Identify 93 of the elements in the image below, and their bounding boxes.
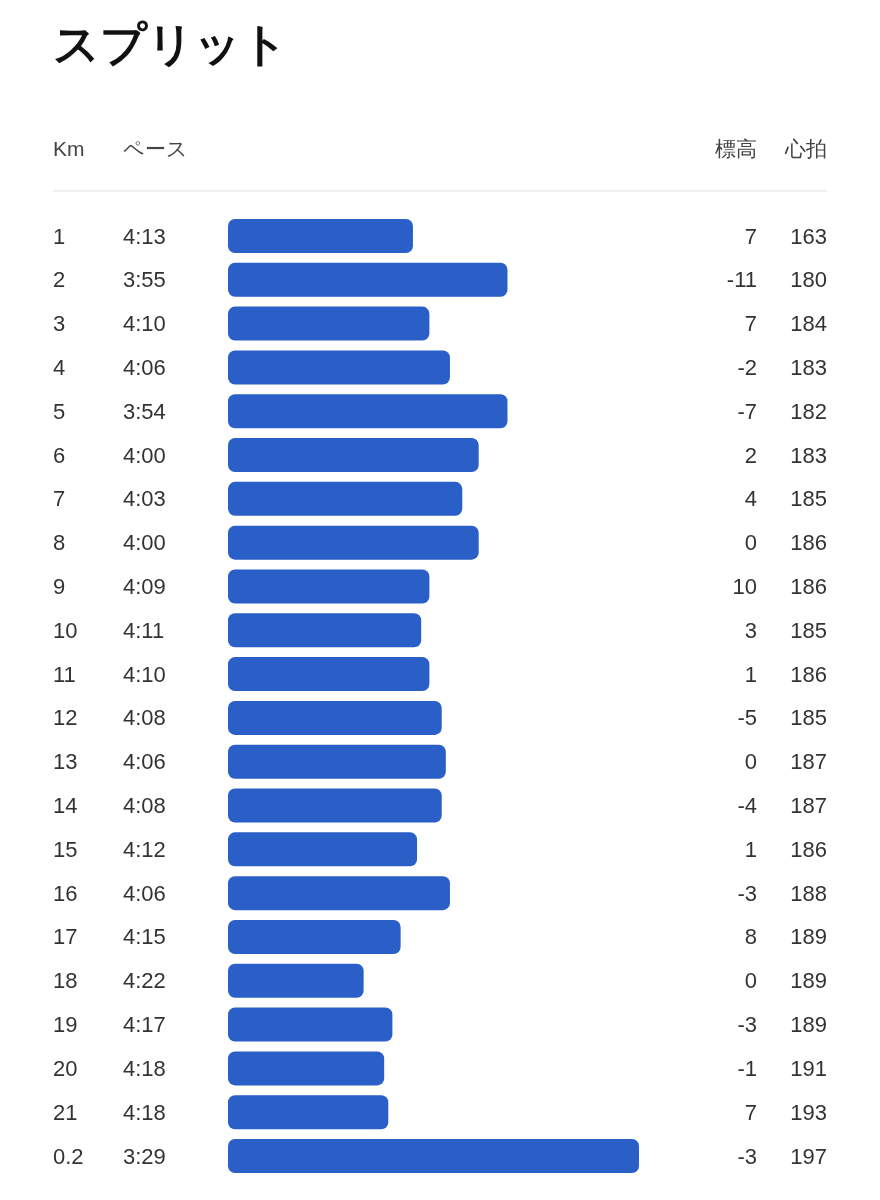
category: 14: [53, 793, 78, 818]
data-label: 189: [790, 968, 827, 994]
annotation: 4:00: [123, 530, 166, 556]
annotation: 4:18: [123, 1099, 166, 1125]
data-label: -7: [737, 398, 757, 424]
data-label: -3: [737, 1143, 757, 1169]
data-label: 185: [790, 486, 827, 512]
category: 16: [53, 880, 78, 906]
data-label: 185: [790, 705, 827, 731]
data-label: 0: [744, 968, 757, 994]
data-label: -11: [726, 267, 757, 293]
category: 12: [53, 705, 78, 731]
annotation: 4:08: [123, 705, 166, 731]
category: 1: [53, 223, 66, 249]
data-label: 193: [790, 1099, 827, 1125]
data-label: 7: [744, 311, 757, 337]
category: 9: [53, 574, 66, 599]
annotation: 4:13: [123, 223, 166, 249]
title: スプリット: [53, 18, 288, 70]
category: 20: [53, 1055, 78, 1081]
category: 15: [53, 836, 78, 862]
category: 10: [53, 617, 78, 643]
data-label: 186: [790, 530, 827, 556]
data-label: 2: [744, 442, 757, 468]
data-label: 186: [790, 836, 827, 862]
category: 4: [53, 354, 66, 380]
annotation: 4:08: [123, 793, 166, 818]
data-label: 182: [790, 398, 827, 424]
data-label: 186: [790, 661, 827, 687]
annotation: 4:15: [123, 924, 166, 950]
annotation: 4:10: [123, 311, 166, 337]
category: 19: [53, 1012, 78, 1038]
category: 3: [53, 311, 66, 337]
data-label: -4: [737, 793, 757, 818]
annotation: 4:18: [123, 1055, 166, 1081]
data-label: 189: [790, 1012, 827, 1038]
annotation: 3:54: [123, 398, 166, 424]
annotation: 4:06: [123, 880, 166, 906]
data-label: -2: [737, 354, 757, 380]
annotation: 4:22: [123, 968, 166, 994]
data-label: 1: [744, 661, 757, 687]
data-label: -5: [737, 705, 757, 731]
data-label: -3: [737, 1012, 757, 1038]
annotation: 4:06: [123, 354, 166, 380]
data-label: 0: [744, 530, 757, 556]
title: 心拍: [785, 136, 827, 160]
category: 0.2: [53, 1143, 84, 1169]
data-label: 4: [744, 486, 757, 512]
category: 5: [53, 398, 66, 424]
data-label: 185: [790, 617, 827, 643]
category: 18: [53, 968, 78, 994]
data-label: 187: [790, 793, 827, 818]
annotation: 4:10: [123, 661, 166, 687]
category: 6: [53, 442, 66, 468]
category: 8: [53, 530, 66, 556]
category: 11: [53, 661, 76, 687]
data-label: 184: [790, 311, 827, 337]
annotation: 4:03: [123, 486, 166, 512]
data-label: 0: [744, 749, 757, 775]
title: 標高: [715, 136, 757, 160]
data-label: 187: [790, 749, 827, 775]
data-label: 197: [790, 1143, 827, 1169]
data-label: 1: [744, 836, 757, 862]
data-label: -3: [737, 880, 757, 906]
xlabel: ペース: [123, 136, 188, 160]
data-label: 188: [790, 880, 827, 906]
category: 7: [53, 486, 66, 512]
annotation: 4:00: [123, 442, 166, 468]
data-label: 186: [790, 574, 827, 599]
category: 17: [53, 924, 78, 950]
data-label: 191: [790, 1055, 827, 1081]
ylabel: Km: [53, 136, 85, 160]
data-label: 183: [790, 354, 827, 380]
data-label: 163: [790, 223, 827, 249]
data-label: 183: [790, 442, 827, 468]
data-label: 10: [732, 574, 757, 599]
annotation: 4:06: [123, 749, 166, 775]
category: 13: [53, 749, 78, 775]
annotation: 3:29: [123, 1143, 166, 1169]
data-label: 189: [790, 924, 827, 950]
category: 2: [53, 267, 66, 293]
annotation: 4:09: [123, 574, 166, 599]
data-label: 7: [744, 223, 757, 249]
data-label: -1: [737, 1055, 757, 1081]
category: 21: [53, 1099, 78, 1125]
annotation: 4:17: [123, 1012, 166, 1038]
annotation: 4:12: [123, 836, 166, 862]
annotation: 3:55: [123, 267, 166, 293]
annotation: 4:11: [123, 617, 165, 643]
data-label: 3: [744, 617, 757, 643]
data-label: 180: [790, 267, 827, 293]
data-label: 8: [744, 924, 757, 950]
data-label: 7: [744, 1099, 757, 1125]
